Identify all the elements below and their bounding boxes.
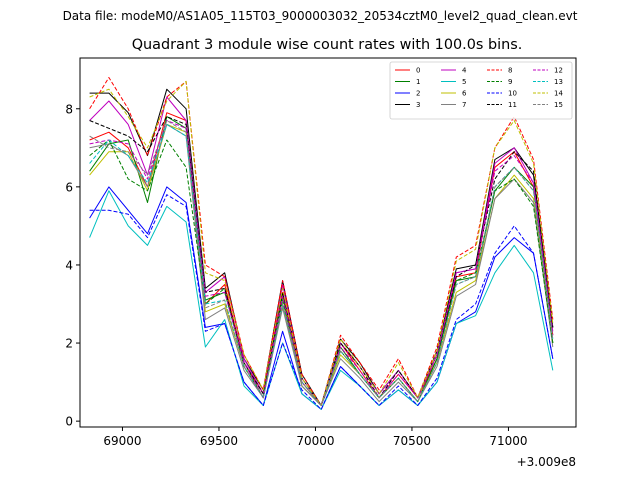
series-line-13 (89, 123, 554, 406)
axes-frame (79, 57, 577, 428)
y-tick-label: 0 (65, 415, 73, 429)
x-offset-label: +3.009e8 (517, 455, 576, 469)
x-tick-label: 70000 (296, 434, 334, 448)
plot-area (89, 77, 554, 410)
legend-label-3: 3 (416, 101, 420, 109)
legend-label-6: 6 (462, 90, 467, 98)
legend-label-15: 15 (554, 101, 563, 109)
legend-label-0: 0 (416, 67, 420, 75)
legend-label-7: 7 (462, 101, 466, 109)
series-line-6 (89, 123, 554, 406)
series-line-10 (89, 194, 554, 410)
series-line-12 (89, 120, 554, 406)
legend-box (389, 61, 573, 120)
series-line-0 (89, 112, 554, 406)
legend-label-4: 4 (462, 67, 467, 75)
series-line-15 (89, 120, 554, 406)
series-line-5 (89, 190, 554, 410)
legend-label-11: 11 (508, 101, 517, 109)
y-tick-label: 8 (65, 102, 73, 116)
data-file-label: Data file: modeM0/AS1A05_115T03_90000030… (63, 9, 578, 23)
legend-label-2: 2 (416, 90, 420, 98)
legend-label-1: 1 (416, 78, 420, 86)
axes: 69000 69500 70000 70500 71000 0 2 4 6 8 (65, 57, 577, 448)
x-tick-label: 69500 (200, 434, 238, 448)
x-tick-label: 70500 (393, 434, 431, 448)
legend-label-12: 12 (554, 67, 563, 75)
y-tick-label: 6 (65, 180, 73, 194)
series-line-9 (89, 139, 554, 406)
legend-label-8: 8 (508, 67, 512, 75)
legend-label-9: 9 (508, 78, 512, 86)
y-tick-label: 2 (65, 337, 73, 351)
series-line-7 (89, 123, 554, 406)
legend-label-13: 13 (554, 78, 563, 86)
y-tick-label: 4 (65, 258, 73, 272)
x-tick-label: 69000 (103, 434, 141, 448)
legend-label-10: 10 (508, 90, 517, 98)
legend-label-14: 14 (554, 90, 563, 98)
chart-title: Quadrant 3 module wise count rates with … (132, 37, 523, 53)
x-tick-label: 71000 (489, 434, 527, 448)
legend-label-5: 5 (462, 78, 466, 86)
